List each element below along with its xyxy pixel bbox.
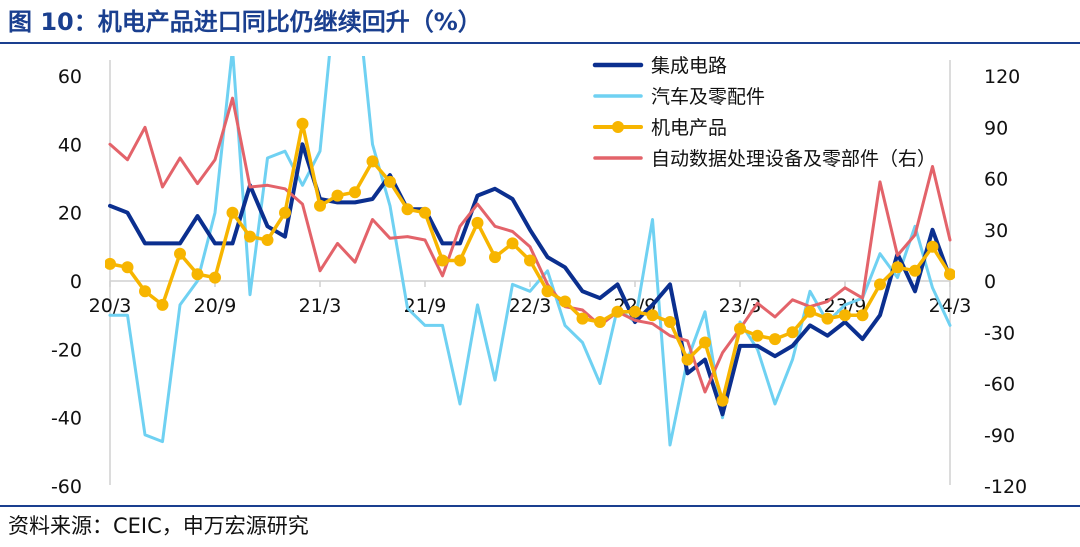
x-axis-tick-label: 21/9 [404, 295, 447, 317]
series-point [156, 298, 169, 311]
series-point [786, 326, 799, 339]
series-point [261, 234, 274, 246]
right-axis-tick-label: -120 [984, 476, 1027, 498]
left-axis-tick-label: 0 [70, 271, 82, 293]
series-point [471, 216, 484, 229]
left-axis-tick-label: 60 [58, 66, 82, 88]
right-axis-tick-label: -60 [984, 374, 1015, 396]
series-point [664, 316, 676, 328]
series-point [909, 264, 921, 277]
x-axis-tick-label: 21/3 [299, 295, 342, 317]
right-axis-tick-label: -30 [984, 322, 1015, 344]
series-point [454, 254, 466, 267]
right-axis-tick-label: -90 [984, 425, 1015, 447]
right-axis-tick-label: 120 [984, 66, 1020, 88]
series-point [174, 247, 186, 260]
series-line [108, 56, 952, 447]
x-axis-tick-label: 24/3 [929, 295, 972, 317]
series-point [769, 333, 781, 346]
left-axis-tick-label: -20 [51, 339, 82, 361]
series-group [105, 117, 955, 407]
x-axis-tick-label: 22/3 [509, 295, 552, 317]
right-axis-tick-label: 60 [984, 169, 1008, 191]
left-axis-tick-label: 40 [58, 134, 82, 156]
series-point [646, 309, 659, 322]
legend-label: 自动数据处理设备及零部件（右） [651, 148, 936, 170]
x-axis-tick-label: 20/9 [194, 295, 237, 317]
series-point [244, 230, 256, 243]
series-point [384, 175, 396, 188]
series-point [366, 155, 379, 168]
source-divider [0, 505, 1080, 507]
page-title: 图 10：机电产品进口同比仍继续回升（%） [8, 8, 482, 36]
series-point [419, 206, 431, 219]
series-point [926, 240, 939, 253]
legend-marker [612, 121, 624, 133]
series-point [874, 278, 886, 291]
series-point [804, 305, 816, 318]
legend-label: 机电产品 [651, 117, 727, 139]
series-point [524, 254, 536, 267]
series-point [856, 309, 869, 322]
series-point [209, 271, 221, 284]
left-axis-tick-label: 20 [58, 203, 82, 225]
series-point [489, 251, 501, 264]
source-note: 资料来源：CEIC，申万宏源研究 [8, 514, 309, 538]
series-point [541, 285, 554, 298]
series-point [611, 305, 624, 318]
series-point [629, 305, 641, 318]
series-point [716, 394, 729, 407]
series-point [105, 257, 116, 270]
series-point [699, 336, 711, 349]
series-group [108, 56, 952, 447]
series-point [594, 316, 606, 328]
series-point [734, 322, 746, 335]
right-axis-tick-label: 0 [984, 271, 996, 293]
series-point [296, 117, 309, 130]
series-point [121, 261, 134, 274]
series-point [821, 312, 834, 325]
right-axis-tick-label: 30 [984, 220, 1008, 242]
left-axis-tick-label: -60 [51, 476, 82, 498]
chart-series [105, 56, 955, 447]
right-axis-tick-label: 90 [984, 117, 1008, 139]
series-line [108, 142, 952, 417]
series-point [401, 203, 414, 216]
series-point [559, 295, 571, 308]
series-point [751, 329, 764, 342]
series-point [436, 254, 449, 267]
series-point [226, 206, 239, 219]
series-line [108, 96, 952, 394]
series-point [944, 268, 955, 281]
series-point [279, 206, 291, 219]
legend-label: 集成电路 [651, 55, 727, 77]
title-divider [0, 42, 1080, 44]
series-point [314, 199, 326, 212]
series-point [891, 261, 904, 274]
series-point [139, 285, 151, 298]
series-point [349, 186, 361, 199]
left-axis-tick-label: -40 [51, 408, 82, 430]
series-point [576, 312, 589, 325]
chart-axes [109, 60, 951, 485]
series-point [839, 309, 851, 322]
series-point [191, 268, 204, 281]
series-point [506, 237, 519, 250]
series-point [331, 189, 344, 202]
series-group [108, 96, 952, 394]
legend-label: 汽车及零配件 [651, 86, 765, 108]
series-point [681, 353, 694, 366]
series-group [108, 142, 952, 417]
x-axis-tick-label: 20/3 [89, 295, 132, 317]
